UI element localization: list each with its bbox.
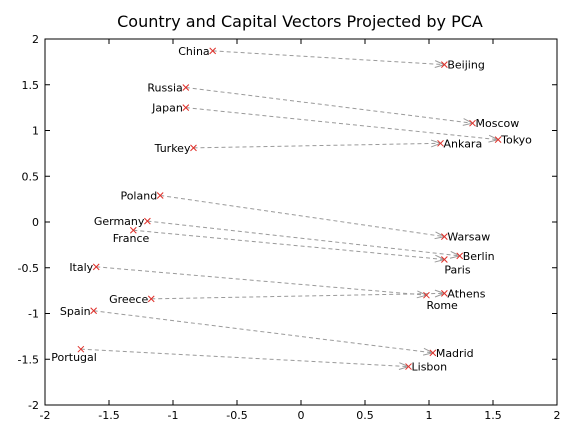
arrow-russia-moscow (185, 86, 474, 126)
point-label-turkey: Turkey (154, 142, 191, 155)
y-tick-label: 0 (32, 216, 39, 229)
point-marker-madrid (429, 349, 437, 357)
point-label-paris: Paris (444, 264, 470, 277)
arrow-greece-athens (151, 289, 446, 300)
point-label-china: China (178, 45, 209, 58)
point-label-madrid: Madrid (436, 347, 474, 360)
point-marker-france (129, 226, 137, 234)
point-marker-russia (182, 84, 190, 91)
arrow-shaft (185, 86, 473, 124)
arrow-shaft (185, 107, 499, 141)
point-label-germany: Germany (94, 215, 145, 228)
y-tick-label: -2 (28, 399, 39, 412)
point-label-greece: Greece (109, 293, 148, 306)
y-tick-label: -1 (28, 308, 39, 321)
point-label-spain: Spain (60, 305, 91, 318)
x-tick-label: 2 (554, 409, 561, 422)
arrow-shaft (193, 142, 441, 149)
point-label-japan: Japan (151, 102, 183, 115)
arrow-shaft (96, 266, 427, 296)
arrow-china-beijing (212, 50, 446, 68)
point-marker-greece (147, 295, 155, 303)
point-marker-italy (92, 263, 100, 271)
point-marker-spain (90, 307, 97, 315)
arrow-shaft (160, 194, 445, 238)
y-tick-label: 2 (32, 33, 39, 46)
point-label-russia: Russia (147, 81, 182, 94)
labels-layer: China Beijing Russia Japan Moscow Tokyo Turkey… (51, 45, 532, 374)
y-tick-label: 1.5 (22, 79, 40, 92)
point-label-beijing: Beijing (447, 59, 484, 72)
arrow-spain-madrid (93, 310, 435, 356)
y-tick-label: 1 (32, 125, 39, 138)
arrow-shaft (151, 292, 445, 300)
y-tick-label: -0.5 (18, 262, 39, 275)
point-marker-japan (182, 104, 190, 111)
point-label-moscow: Moscow (476, 117, 520, 130)
arrows-layer (80, 50, 500, 370)
point-marker-beijing (441, 61, 448, 68)
chart-title: Country and Capital Vectors Projected by… (117, 12, 483, 31)
point-marker-warsaw (441, 233, 448, 240)
point-label-italy: Italy (69, 261, 93, 274)
point-marker-lisbon (405, 363, 412, 370)
arrow-shaft (133, 229, 445, 261)
x-tick-label: 1.5 (484, 409, 502, 422)
point-label-france: France (113, 232, 150, 245)
x-tick-label: 0.5 (356, 409, 374, 422)
point-marker-poland (156, 192, 164, 199)
point-marker-ankara (437, 139, 444, 147)
arrow-shaft (93, 310, 433, 354)
arrow-germany-berlin (147, 220, 462, 259)
y-tick-label: -1.5 (18, 353, 39, 366)
arrow-shaft (80, 348, 409, 368)
point-marker-portugal (77, 345, 85, 353)
arrow-france-paris (133, 229, 446, 263)
point-marker-paris (441, 256, 448, 263)
arrow-shaft (147, 220, 460, 257)
arrow-portugal-lisbon (80, 348, 410, 370)
x-tick-label: -2 (40, 409, 51, 422)
y-tick-label: 0.5 (22, 170, 40, 183)
x-tick-label: 0 (298, 409, 305, 422)
x-tick-label: 1 (426, 409, 433, 422)
point-marker-athens (441, 290, 448, 297)
point-marker-germany (144, 217, 151, 225)
point-marker-tokyo (494, 136, 502, 144)
point-label-berlin: Berlin (463, 250, 495, 263)
point-label-athens: Athens (447, 287, 485, 300)
x-tick-label: -1 (168, 409, 179, 422)
point-marker-turkey (190, 144, 197, 152)
point-label-tokyo: Tokyo (500, 134, 532, 147)
arrow-shaft (212, 50, 445, 66)
x-tick-label: -1.5 (98, 409, 119, 422)
point-label-portugal: Portugal (51, 351, 97, 364)
axis-ticks: -2 -1.5 -1 -0.5 0 0.5 1 1.5 2 -2 -1.5 -1 -0.5 0 0.5 1 1.… (18, 33, 561, 422)
point-label-ankara: Ankara (444, 137, 483, 150)
point-label-poland: Poland (120, 189, 157, 202)
point-marker-moscow (469, 119, 476, 127)
point-label-warsaw: Warsaw (447, 231, 490, 244)
arrow-poland-warsaw (160, 194, 446, 240)
point-label-rome: Rome (426, 299, 458, 312)
point-marker-china (209, 47, 217, 55)
point-label-lisbon: Lisbon (412, 361, 448, 374)
x-tick-label: -0.5 (226, 409, 247, 422)
point-marker-berlin (456, 252, 464, 260)
markers-layer (77, 47, 502, 370)
point-marker-rome (423, 291, 430, 299)
arrow-turkey-ankara (193, 139, 442, 149)
